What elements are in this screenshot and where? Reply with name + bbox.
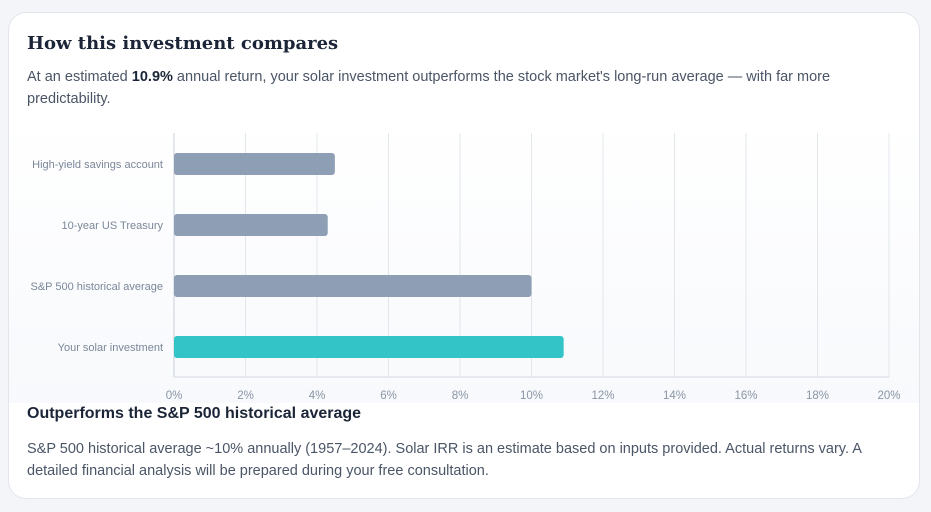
bar-1: [174, 214, 328, 236]
x-tick-label-6: 12%: [591, 390, 614, 402]
bar-2: [174, 275, 532, 297]
x-tick-label-7: 14%: [663, 390, 686, 402]
category-label-2: S&P 500 historical average: [31, 281, 164, 293]
x-tick-label-8: 16%: [734, 390, 757, 402]
x-tick-label-1: 2%: [237, 390, 254, 402]
footnote: S&P 500 historical average ~10% annually…: [27, 441, 862, 479]
x-tick-label-10: 20%: [877, 390, 900, 402]
intro-before: At an estimated: [27, 69, 132, 85]
category-label-3: Your solar investment: [58, 342, 163, 354]
x-tick-label-2: 4%: [309, 390, 326, 402]
x-tick-label-4: 8%: [452, 390, 469, 402]
x-tick-label-0: 0%: [166, 390, 183, 402]
chart-conclusion: Outperforms the S&P 500 historical avera…: [27, 405, 362, 422]
category-label-0: High-yield savings account: [32, 159, 163, 171]
intro-highlight: 10.9%: [131, 69, 173, 85]
x-tick-label-9: 18%: [806, 390, 829, 402]
bar-0: [174, 153, 335, 175]
card-title: How this investment compares: [27, 33, 339, 54]
x-tick-label-5: 10%: [520, 390, 543, 402]
bar-3: [174, 336, 564, 358]
category-label-1: 10-year US Treasury: [62, 220, 164, 232]
returns-bar-chart: 0% 2% 4% 6% 8% 10% 12% 14% 16% 18% 20% High-yield s…: [31, 133, 901, 402]
intro-text: At an estimated 10.9% annual return, you…: [27, 66, 907, 110]
intro-after: annual return, your solar investment out…: [27, 69, 831, 107]
comparison-card: How this investment compares At an estim…: [8, 12, 920, 499]
x-tick-label-3: 6%: [380, 390, 397, 402]
